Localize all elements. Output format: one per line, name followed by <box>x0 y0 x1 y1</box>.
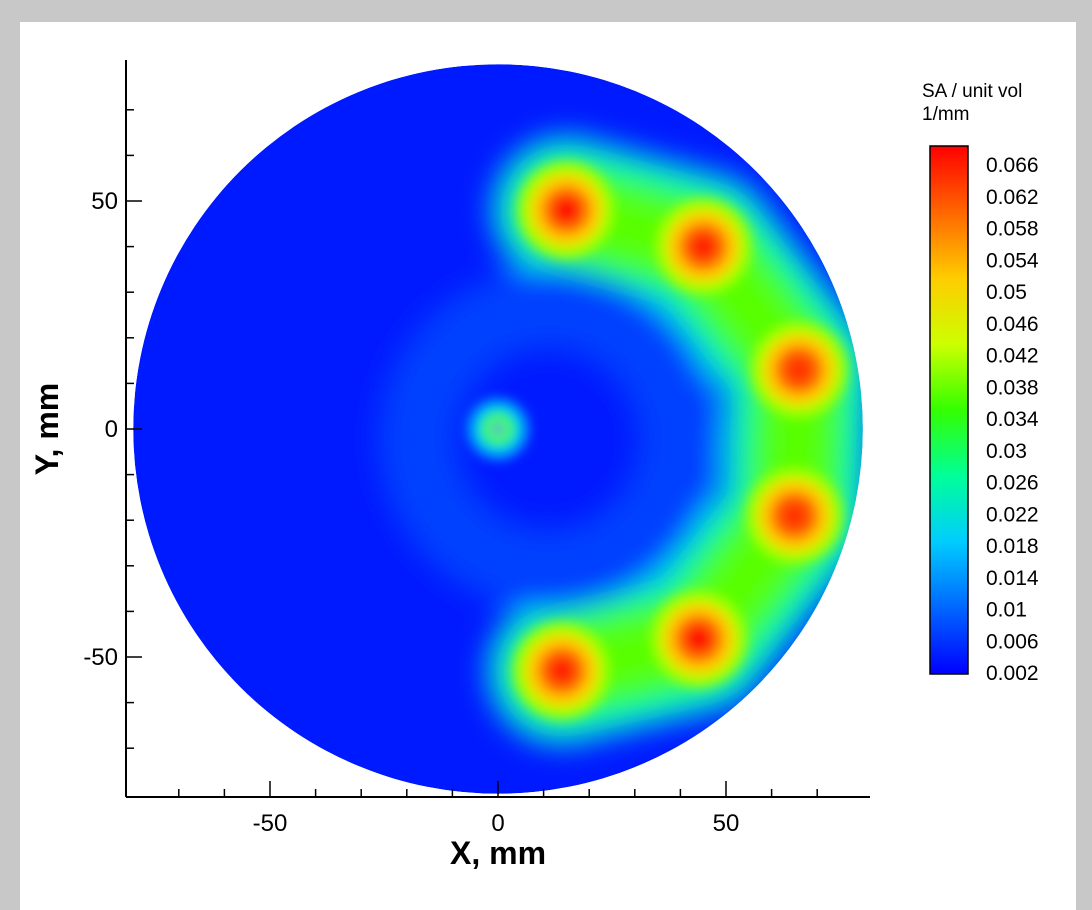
hotspot-level <box>785 356 812 383</box>
colorbar-label: 0.006 <box>986 630 1039 653</box>
chart-svg: 500-50 -50 0 50 X, mm Y, mm SA / unit vol … <box>29 60 1039 871</box>
x-tick-label: 50 <box>713 810 740 837</box>
hotspot-1 <box>518 162 615 259</box>
colorbar-label: 0.042 <box>986 345 1039 368</box>
hotspot-level <box>553 197 580 224</box>
colorbar-label: 0.018 <box>986 535 1039 558</box>
hotspot-5 <box>650 590 747 687</box>
hotspot-7 <box>468 399 528 459</box>
hotspot-4 <box>746 467 843 564</box>
x-axis-ticks: -50 0 50 <box>178 781 818 837</box>
colorbar-label: 0.022 <box>986 503 1039 526</box>
hotspot-level <box>781 502 808 529</box>
hotspot-level <box>690 233 717 260</box>
colorbar-label: 0.03 <box>986 440 1027 463</box>
axes: 50 0 -50 -50 0 50 <box>83 60 870 837</box>
heatmap-inner-haze <box>378 269 718 609</box>
y-tick-label: 0 <box>105 416 118 443</box>
x-tick-label: -50 <box>253 810 288 837</box>
colorbar-title: SA / unit vol <box>922 81 1022 102</box>
hotspot-3 <box>750 321 847 418</box>
hotspot-6 <box>513 622 610 719</box>
colorbar-label: 0.01 <box>986 599 1027 622</box>
colorbar-label: 0.046 <box>986 313 1039 336</box>
colorbar-legend: SA / unit vol 1/mm 0.0660.0620.0580.0540… <box>922 81 1039 685</box>
colorbar-label: 0.026 <box>986 472 1039 495</box>
colorbar-label: 0.058 <box>986 218 1039 241</box>
colorbar-labels: 0.066 0.062 0.058 0.054 0.05 0.046 0.042 0.038 0… <box>986 154 1039 685</box>
y-tick-label: -50 <box>83 644 118 671</box>
colorbar-label: 0.002 <box>986 662 1039 685</box>
x-tick-label: 0 <box>491 810 504 837</box>
y-tick-label: 50 <box>91 188 118 215</box>
colorbar-unit: 1/mm <box>922 104 970 125</box>
x-axis-title: X, mm <box>450 835 546 871</box>
heatmap-hotspots <box>468 162 847 719</box>
colorbar-label: 0.05 <box>986 281 1027 304</box>
hotspot-2 <box>655 198 752 295</box>
hotspot-level <box>548 657 575 684</box>
colorbar-label: 0.014 <box>986 567 1039 590</box>
hotspot-level <box>685 625 712 652</box>
colorbar-label: 0.062 <box>986 186 1039 209</box>
heatmap-field <box>133 64 863 794</box>
colorbar <box>929 145 969 675</box>
colorbar-label: 0.034 <box>986 408 1039 431</box>
colorbar-label: 0.038 <box>986 376 1039 399</box>
y-axis-ticks: 50 0 -50 <box>83 109 142 749</box>
colorbar-label: 0.066 <box>986 154 1039 177</box>
colorbar-label: 0.054 <box>986 249 1039 272</box>
y-axis-title: Y, mm <box>29 383 65 475</box>
figure-frame: 50 0 -50 -50 0 50 X, mm Y, mm SA / unit vol … <box>20 22 1076 910</box>
hotspot-core <box>492 423 504 435</box>
